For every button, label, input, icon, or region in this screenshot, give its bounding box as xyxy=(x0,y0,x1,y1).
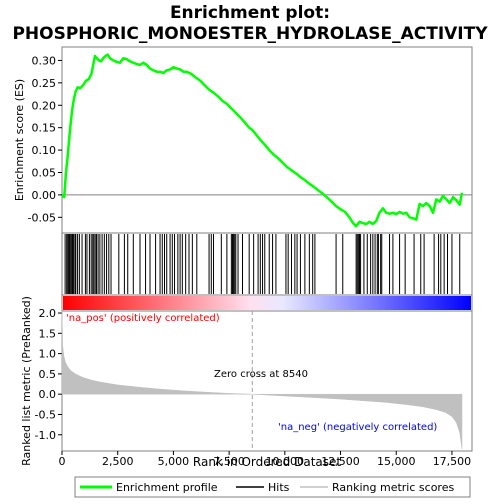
xtick-label: 0 xyxy=(59,455,66,468)
ranked-ytick-label: 2.0 xyxy=(39,307,57,320)
xtick-label: 17,500 xyxy=(433,455,472,468)
xtick-label: 5,000 xyxy=(158,455,190,468)
legend-enrichment-label: Enrichment profile xyxy=(116,481,218,494)
legend-ranking-label: Ranking metric scores xyxy=(332,481,454,494)
es-ytick-label: 0.00 xyxy=(32,189,57,202)
xtick-label: 10,000 xyxy=(266,455,305,468)
x-axis: 0 2,500 5,000 7,500 10,000 12,500 15,000 17,500 xyxy=(59,451,472,468)
rank-gradient-bar xyxy=(63,296,471,310)
es-ytick-label: 0.20 xyxy=(32,99,57,112)
ranking-metric-area xyxy=(61,310,463,450)
legend-box xyxy=(74,476,471,498)
ranked-ytick-label: 1.5 xyxy=(39,327,57,340)
legend-hits-label: Hits xyxy=(268,481,290,494)
zero-cross-label: Zero cross at 8540 xyxy=(214,369,308,380)
legend: Enrichment profile Hits Ranking metric s… xyxy=(74,476,471,498)
chart-title-line2: PHOSPHORIC_MONOESTER_HYDROLASE_ACTIVITY xyxy=(12,24,488,44)
neg-correlated-label: 'na_neg' (negatively correlated) xyxy=(278,422,437,433)
ranked-ytick-label: 0.5 xyxy=(39,368,57,381)
xtick-label: 12,500 xyxy=(321,455,360,468)
ranked-ytick-label: -1.0 xyxy=(35,429,56,442)
es-ytick-label: -0.05 xyxy=(28,211,56,224)
ranked-axis-label: Ranked list metric (PreRanked) xyxy=(20,296,33,466)
es-ytick-label: 0.10 xyxy=(32,144,57,157)
ranked-panel: -1.0 -0.5 0.0 0.5 1.0 1.5 2.0 xyxy=(35,307,463,451)
es-ytick-label: 0.15 xyxy=(32,122,57,135)
es-axis-label: Enrichment score (ES) xyxy=(13,79,26,201)
pos-correlated-label: 'na_pos' (positively correlated) xyxy=(66,313,220,324)
ranked-ytick-label: -0.5 xyxy=(35,408,56,421)
xtick-label: 15,000 xyxy=(377,455,416,468)
enrichment-profile-line xyxy=(61,53,464,228)
es-ytick-label: 0.25 xyxy=(32,77,57,90)
xtick-label: 7,500 xyxy=(213,455,245,468)
ranked-ytick-label: 0.0 xyxy=(39,388,57,401)
es-panel: -0.05 0.00 0.05 0.10 0.15 0.20 0.25 0.30 xyxy=(28,53,472,228)
ranked-ytick-label: 1.0 xyxy=(39,348,57,361)
xtick-label: 2,500 xyxy=(102,455,134,468)
es-ytick-label: 0.30 xyxy=(32,54,57,67)
x-axis-label: Rank in Ordered Dataset xyxy=(193,455,341,469)
es-ytick-label: 0.05 xyxy=(32,166,57,179)
chart-title-line1: Enrichment plot: xyxy=(170,3,330,23)
hits-panel xyxy=(64,234,461,294)
